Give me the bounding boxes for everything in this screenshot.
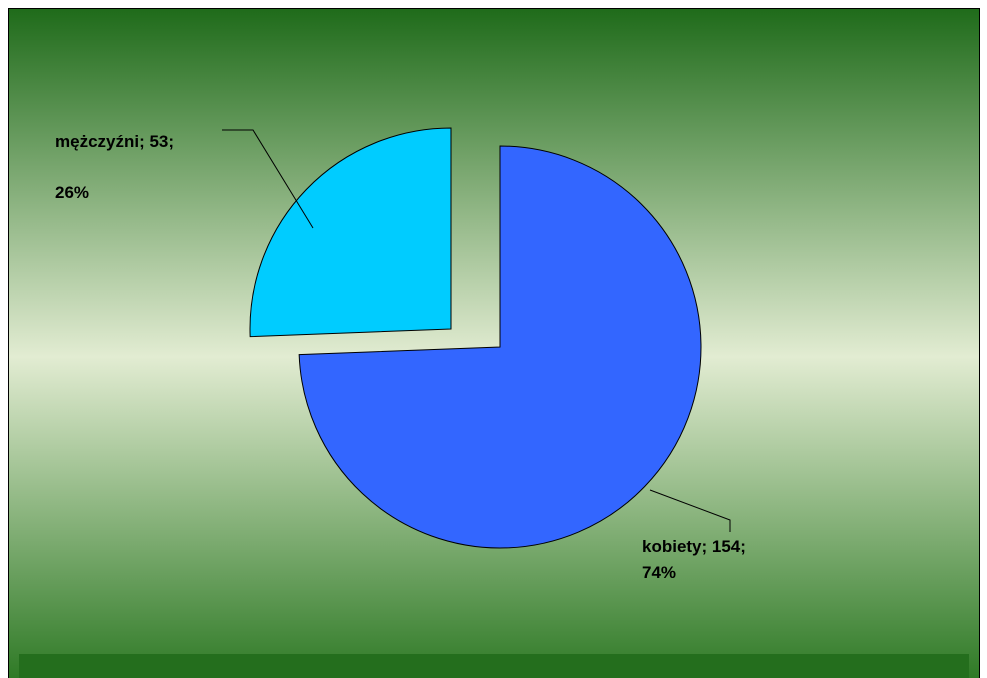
pie-slice	[249, 127, 452, 338]
plot-background	[8, 8, 980, 678]
slices	[249, 127, 702, 549]
leader-line	[649, 489, 731, 532]
leader-line	[222, 129, 314, 229]
data-label: 74%	[642, 563, 676, 582]
data-label: kobiety; 154;	[642, 537, 746, 556]
pie-slice	[298, 145, 702, 549]
bottom-band	[19, 654, 969, 678]
data-label: mężczyźni; 53;	[55, 132, 174, 151]
data-label: 26%	[55, 183, 89, 202]
